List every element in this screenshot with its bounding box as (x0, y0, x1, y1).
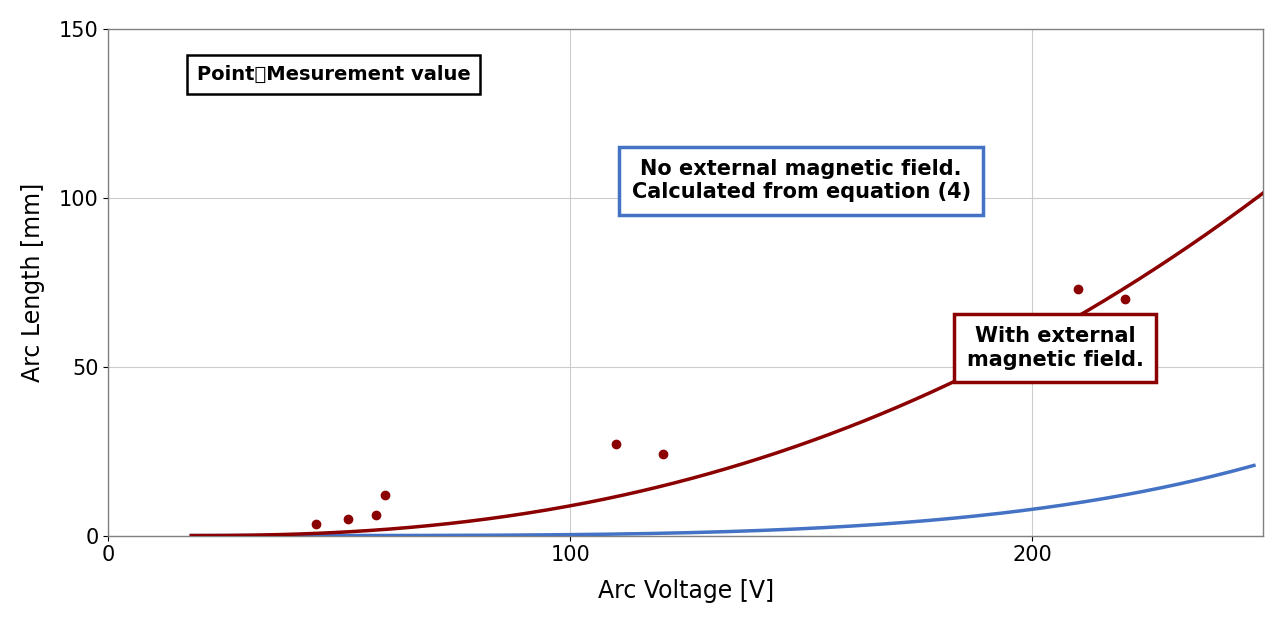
Text: With external
magnetic field.: With external magnetic field. (967, 326, 1144, 369)
X-axis label: Arc Voltage [V]: Arc Voltage [V] (597, 579, 774, 603)
Text: Point：Mesurement value: Point：Mesurement value (196, 65, 470, 84)
Text: No external magnetic field.
Calculated from equation (4): No external magnetic field. Calculated f… (632, 159, 971, 202)
Y-axis label: Arc Length [mm]: Arc Length [mm] (21, 183, 45, 382)
